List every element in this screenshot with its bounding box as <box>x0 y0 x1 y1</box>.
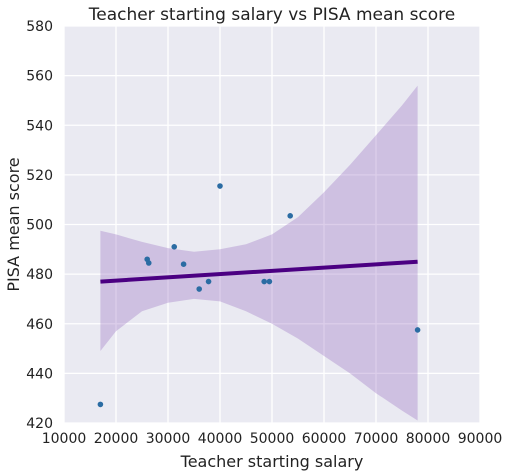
y-axis-label: PISA mean score <box>4 157 23 291</box>
x-tick-label: 90000 <box>458 431 503 447</box>
x-tick-label: 10000 <box>42 431 87 447</box>
y-tick-label: 560 <box>26 69 53 85</box>
data-point <box>266 278 273 285</box>
x-tick-label: 70000 <box>354 431 399 447</box>
confidence-band <box>100 85 418 421</box>
grid-lines <box>63 25 481 424</box>
data-point <box>205 278 212 285</box>
data-point <box>171 244 178 250</box>
y-tick-label: 480 <box>26 267 53 283</box>
x-axis-label: Teacher starting salary <box>180 452 364 471</box>
y-tick-label: 440 <box>26 366 53 382</box>
y-tick-label: 460 <box>26 317 53 333</box>
y-tick-labels: 420 440 460 480 500 520 540 560 580 <box>26 19 53 432</box>
regression-line <box>100 259 418 284</box>
x-tick-label: 60000 <box>302 431 347 447</box>
y-tick-label: 500 <box>26 218 53 234</box>
data-point <box>414 327 421 333</box>
data-point <box>196 286 202 292</box>
data-points <box>97 183 421 408</box>
data-point <box>97 401 104 408</box>
x-tick-label: 50000 <box>250 431 295 447</box>
x-tick-label: 80000 <box>406 431 451 447</box>
chart-title: Teacher starting salary vs PISA mean sco… <box>88 5 456 25</box>
x-tick-label: 40000 <box>198 431 243 447</box>
data-point <box>145 260 152 266</box>
y-tick-label: 540 <box>26 118 53 134</box>
x-tick-labels: 10000 20000 30000 40000 50000 60000 70000 80000… <box>42 431 503 447</box>
y-tick-label: 420 <box>26 416 53 432</box>
y-tick-label: 580 <box>26 19 53 35</box>
x-tick-label: 30000 <box>146 431 191 447</box>
data-point <box>180 261 187 268</box>
x-tick-label: 20000 <box>94 431 139 447</box>
y-tick-label: 520 <box>26 168 53 184</box>
data-point <box>287 213 294 219</box>
data-point <box>217 183 223 189</box>
data-point <box>261 278 268 285</box>
